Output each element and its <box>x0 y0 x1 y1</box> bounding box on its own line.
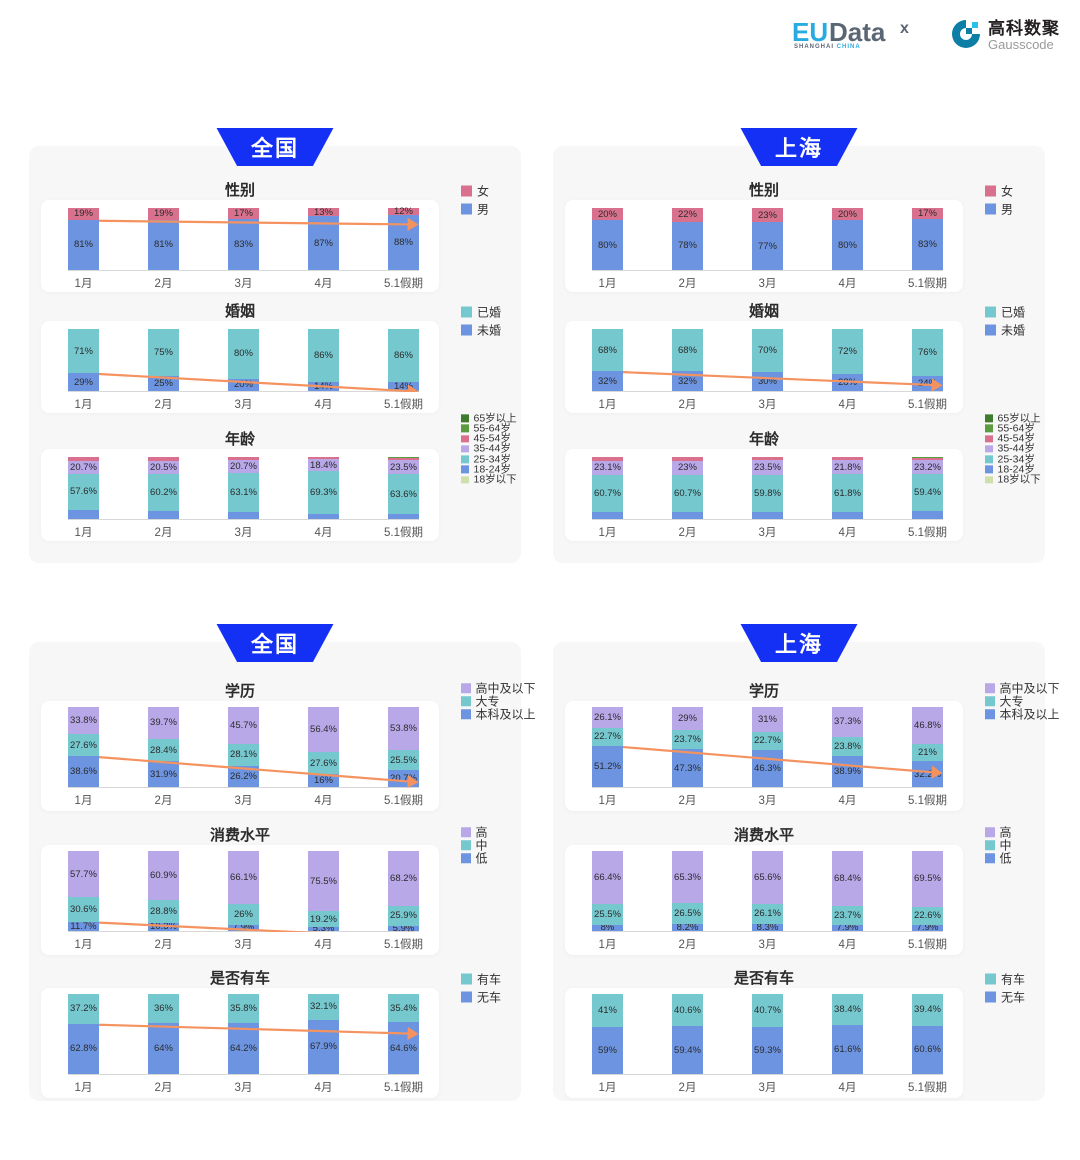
svg-text:EU: EU <box>792 17 828 47</box>
svg-text:x: x <box>900 20 909 37</box>
svg-text:Data: Data <box>829 17 886 47</box>
